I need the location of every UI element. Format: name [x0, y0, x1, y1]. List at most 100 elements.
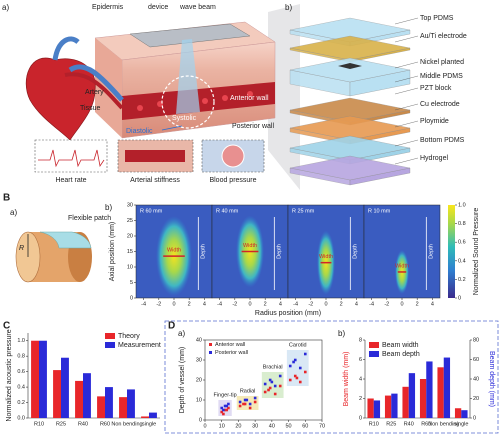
- bar: [31, 340, 39, 418]
- bar: [461, 410, 468, 418]
- layer-label: Ploymide: [420, 118, 449, 125]
- layer-top: [289, 97, 411, 123]
- y-tick-label: 6: [359, 357, 362, 363]
- x-axis-label: Radius position (mm): [255, 310, 321, 317]
- bar: [83, 373, 91, 418]
- legend-swatch: [105, 342, 115, 348]
- width-label: Width: [167, 248, 181, 254]
- group-region: [218, 400, 232, 416]
- y-tick-label: 0: [199, 417, 202, 423]
- point: [273, 392, 277, 396]
- x-tick-label: Non bending: [111, 421, 142, 427]
- x-tick-label: 60: [302, 423, 308, 429]
- point: [298, 380, 302, 384]
- group-label: Brachial: [263, 364, 283, 370]
- point: [238, 400, 242, 404]
- y-tick-label: 0.6: [17, 369, 25, 375]
- label: Flexible patch: [68, 215, 111, 222]
- bar: [384, 395, 392, 418]
- layer-label: Middle PDMS: [420, 73, 463, 80]
- aorta: [64, 72, 124, 110]
- legend-swatch: [369, 351, 379, 357]
- y-tick-label: 30: [127, 202, 133, 208]
- panel-label: D: [168, 321, 175, 332]
- leader-line: [394, 120, 419, 128]
- panel-label: b): [285, 3, 292, 12]
- colorbar-tick-label: 1.0: [458, 202, 466, 208]
- legend-label: Posterior wall: [215, 350, 248, 356]
- panel-title: R 10 mm: [368, 208, 391, 214]
- legend-swatch: [105, 333, 115, 339]
- group-region: [236, 396, 259, 410]
- bar: [426, 361, 433, 418]
- bar: [373, 400, 381, 418]
- colorbar-label: Normalized Sound Pressure: [473, 208, 480, 296]
- label: Epidermis: [92, 4, 124, 11]
- x-tick-label: 4: [203, 301, 206, 307]
- y-tick-label: 0.8: [17, 354, 25, 360]
- panel-d-frame: [164, 320, 499, 434]
- colorbar-tick-label: 0.8: [458, 221, 466, 227]
- y-tick-label: 0.0: [17, 415, 25, 421]
- panel-label: a): [178, 329, 185, 338]
- point: [298, 366, 302, 370]
- panel-title: R 40 mm: [216, 208, 239, 214]
- legend-label: Anterior wall: [215, 342, 245, 348]
- label: Blood pressure: [209, 177, 256, 184]
- point: [225, 408, 229, 412]
- colorbar-tick-label: 0: [458, 295, 461, 301]
- point: [303, 352, 307, 356]
- y-tick-label: 4: [359, 376, 362, 382]
- x-tick-label: 20: [235, 423, 241, 429]
- point: [223, 404, 227, 408]
- x-tick-label: R10: [369, 421, 379, 427]
- x-tick-label: -2: [232, 301, 237, 307]
- y-tick-label: 10: [127, 264, 133, 270]
- panel-title: R 25 mm: [292, 208, 315, 214]
- y-tick-label: 1.0: [17, 338, 25, 344]
- x-tick-label: 10: [219, 423, 225, 429]
- point: [288, 364, 292, 368]
- layer-top: [289, 17, 411, 43]
- point: [288, 378, 292, 382]
- bar: [39, 340, 47, 418]
- x-tick-label: 0: [400, 301, 403, 307]
- width-label: Width: [243, 243, 257, 249]
- depth-label: Depth: [352, 244, 358, 259]
- x-tick-label: single: [142, 421, 156, 427]
- x-tick-label: -2: [308, 301, 313, 307]
- point: [273, 384, 277, 388]
- depth-label: Depth: [276, 244, 282, 259]
- x-tick-label: 40: [269, 423, 275, 429]
- stiff-artery: [125, 150, 185, 162]
- bar: [61, 357, 69, 418]
- x-tick-label: -2: [384, 301, 389, 307]
- point: [245, 398, 249, 402]
- point: [225, 404, 229, 408]
- x-tick-label: 70: [319, 423, 325, 429]
- panel-label: a): [2, 3, 9, 12]
- flexible-patch: [39, 231, 92, 249]
- bar: [419, 379, 427, 418]
- width-label: Width: [395, 263, 409, 269]
- legend-swatch: [369, 342, 379, 348]
- leader-line: [394, 17, 419, 25]
- point: [238, 404, 242, 408]
- x-tick-label: 4: [431, 301, 434, 307]
- legend-label: Measurement: [118, 342, 161, 349]
- x-tick-label: R10: [34, 421, 44, 427]
- layer-stack: Top PDMS Au/Ti electrode Nickel planted Mid…: [289, 15, 467, 186]
- colorbar-tick-label: 0.2: [458, 277, 466, 283]
- bar: [105, 387, 113, 418]
- x-tick-label: single: [454, 421, 468, 427]
- y2-tick-label: 0: [473, 415, 476, 421]
- x-tick-label: -4: [141, 301, 146, 307]
- bar: [402, 386, 409, 418]
- x-tick-label: 0: [248, 301, 251, 307]
- x-tick-label: R40: [78, 421, 88, 427]
- point: [278, 384, 282, 388]
- label: Anterior wall: [230, 95, 269, 102]
- point: [292, 360, 295, 364]
- x-tick-label: -2: [156, 301, 161, 307]
- magnifier: [161, 75, 215, 129]
